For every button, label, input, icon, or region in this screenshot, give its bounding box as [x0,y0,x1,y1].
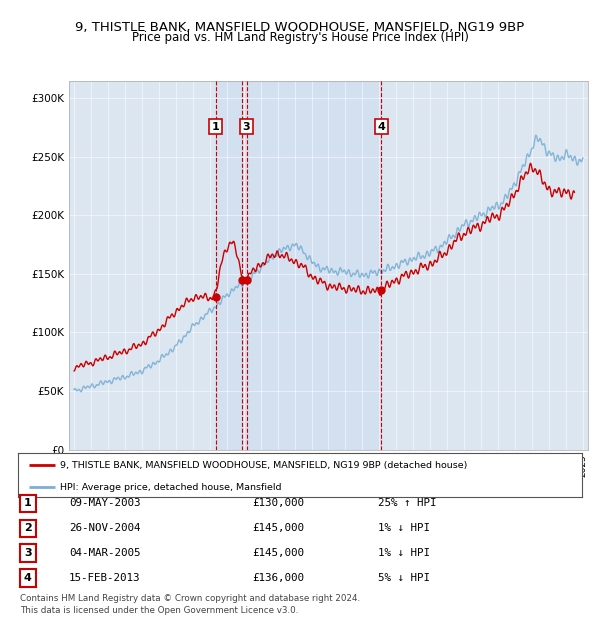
Text: 04-MAR-2005: 04-MAR-2005 [69,548,140,558]
Text: 1% ↓ HPI: 1% ↓ HPI [378,548,430,558]
Bar [216,81,382,450]
Text: HPI: Average price, detached house, Mansfield: HPI: Average price, detached house, Mans… [60,483,282,492]
Text: 4: 4 [24,573,32,583]
Text: £145,000: £145,000 [252,548,304,558]
Text: 1: 1 [24,498,32,508]
Text: 1: 1 [212,122,220,131]
Text: 3: 3 [243,122,250,131]
Text: 3: 3 [24,548,32,558]
Text: 15-FEB-2013: 15-FEB-2013 [69,573,140,583]
Text: 26-NOV-2004: 26-NOV-2004 [69,523,140,533]
Text: £136,000: £136,000 [252,573,304,583]
Text: 4: 4 [377,122,385,131]
Text: 09-MAY-2003: 09-MAY-2003 [69,498,140,508]
Text: Contains HM Land Registry data © Crown copyright and database right 2024.
This d: Contains HM Land Registry data © Crown c… [20,594,360,615]
Text: 5% ↓ HPI: 5% ↓ HPI [378,573,430,583]
Text: Price paid vs. HM Land Registry's House Price Index (HPI): Price paid vs. HM Land Registry's House … [131,31,469,44]
Text: 9, THISTLE BANK, MANSFIELD WOODHOUSE, MANSFIELD, NG19 9BP (detached house): 9, THISTLE BANK, MANSFIELD WOODHOUSE, MA… [60,461,467,469]
Text: 9, THISTLE BANK, MANSFIELD WOODHOUSE, MANSFIELD, NG19 9BP: 9, THISTLE BANK, MANSFIELD WOODHOUSE, MA… [76,21,524,34]
Text: 25% ↑ HPI: 25% ↑ HPI [378,498,437,508]
Text: 2: 2 [24,523,32,533]
Text: 1% ↓ HPI: 1% ↓ HPI [378,523,430,533]
Text: £130,000: £130,000 [252,498,304,508]
Text: £145,000: £145,000 [252,523,304,533]
